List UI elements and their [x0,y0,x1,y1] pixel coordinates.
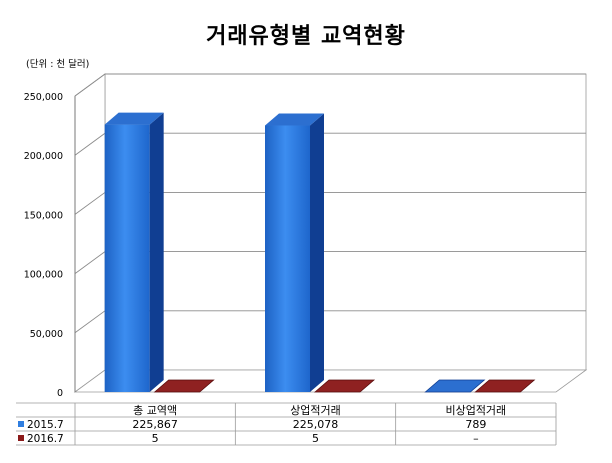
unit-label: (단위 : 천 달러) [26,59,90,70]
bar-2015.7-0 [104,112,164,392]
bar-front [104,124,150,392]
bar-side [149,112,164,392]
bar-side [310,113,324,393]
data-label: 225,078 [293,418,339,431]
bar-flat [313,379,376,393]
y-tick-label: 100,000 [24,270,63,281]
bar-flat [474,379,536,393]
category-label: 총 교역액 [133,404,177,417]
legend-swatch [18,421,24,427]
data-label: 5 [152,432,159,445]
category-label: 비상업적거래 [445,404,506,417]
bar-2016.7-0 [153,379,215,393]
bar-flat [153,379,215,393]
chart-title: 거래유형별 교역현황 [206,24,406,49]
bar-top [104,112,164,125]
gridline [74,73,586,97]
y-tick-label: 250,000 [24,92,63,103]
data-label: 225,867 [132,418,178,431]
y-tick-label: 0 [57,388,63,399]
legend-label: 2015.7 [27,419,64,431]
bar-front [265,125,310,393]
bar-2016.7-1 [313,379,376,393]
bar-flat [424,379,486,393]
y-tick-label: 50,000 [30,329,63,340]
category-label: 상업적거래 [290,404,341,417]
legend-label: 2016.7 [27,433,64,445]
data-label: – [473,432,479,445]
legend-swatch [18,435,24,441]
side-wall [74,73,106,393]
y-tick-label: 200,000 [24,151,63,162]
bar-2015.7-2 [424,379,486,393]
data-label: 789 [465,418,486,431]
back-wall [104,73,587,371]
data-label: 5 [312,432,319,445]
bar-2015.7-1 [265,113,324,393]
y-tick-label: 150,000 [24,210,63,221]
bar-top [265,113,324,126]
bar-2016.7-2 [474,379,536,393]
